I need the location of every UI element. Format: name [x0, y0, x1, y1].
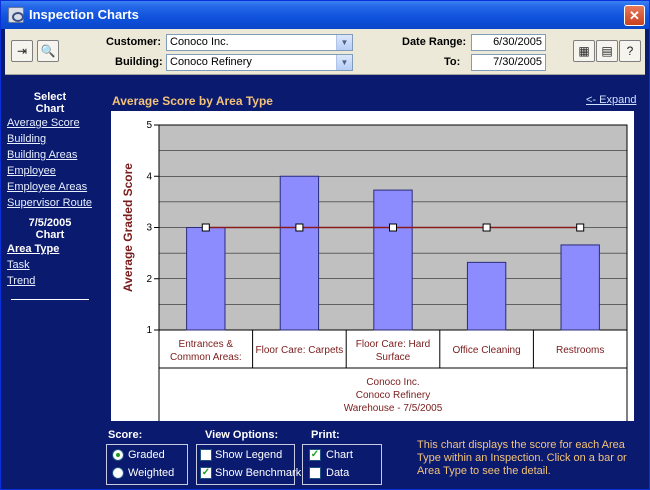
- print-chart-label: Chart: [326, 449, 353, 461]
- y-tick-label: 5: [146, 120, 152, 131]
- category-label-4[interactable]: Office Cleaning: [452, 345, 520, 356]
- weighted-label: Weighted: [128, 467, 175, 479]
- close-button[interactable]: ✕: [624, 5, 645, 26]
- report-icon[interactable]: ▤: [596, 40, 618, 62]
- category-label-5[interactable]: Restrooms: [556, 345, 604, 356]
- sidebar: Select Chart Average Score Building Buil…: [7, 91, 93, 300]
- window-title: Inspection Charts: [29, 7, 139, 22]
- bar-chart[interactable]: 1 2 3 4 5 Average Graded Score Entrances & Comm…: [111, 111, 634, 421]
- print-data-checkbox[interactable]: [309, 467, 321, 479]
- category-label-1[interactable]: Entrances &: [179, 339, 234, 350]
- benchmark-marker: [576, 223, 585, 232]
- building-value: Conoco Refinery: [170, 56, 252, 68]
- select-heading-line1: Select: [33, 91, 67, 103]
- help-icon[interactable]: ?: [619, 40, 641, 62]
- benchmark-marker: [389, 223, 397, 232]
- chevron-down-icon[interactable]: ▼: [336, 35, 352, 50]
- date-to-field[interactable]: 7/30/2005: [471, 54, 546, 71]
- date-range-label: Date Range:: [402, 36, 467, 48]
- select-heading-line2: Chart: [35, 103, 65, 115]
- help-text: This chart displays the score for each A…: [417, 439, 627, 477]
- show-legend-label: Show Legend: [215, 449, 283, 461]
- exit-icon[interactable]: ⇥: [11, 40, 33, 62]
- show-benchmark-checkbox[interactable]: ✓: [200, 467, 212, 479]
- group-label: Warehouse - 7/5/2005: [344, 403, 443, 414]
- building-select[interactable]: Conoco Refinery ▼: [166, 54, 353, 71]
- group-label: Conoco Inc.: [366, 377, 419, 388]
- date-from-field[interactable]: 6/30/2005: [471, 34, 546, 51]
- category-label-2[interactable]: Floor Care: Carpets: [255, 345, 343, 356]
- chart-panel: 1 2 3 4 5 Average Graded Score Entrances & Comm…: [111, 111, 634, 421]
- benchmark-marker: [295, 223, 304, 232]
- export-icon[interactable]: ▦: [573, 40, 595, 62]
- benchmark-marker: [201, 223, 210, 232]
- bar-3[interactable]: [373, 189, 413, 331]
- graded-label: Graded: [128, 449, 165, 461]
- customer-select[interactable]: Conoco Inc. ▼: [166, 34, 353, 51]
- sidebar-link-employee[interactable]: Employee: [7, 165, 56, 177]
- title-bar: Inspection Charts ✕: [1, 1, 649, 29]
- print-group: [302, 444, 382, 485]
- y-axis-label: Average Graded Score: [121, 163, 135, 292]
- sidebar-link-average-score[interactable]: Average Score: [7, 117, 80, 129]
- chevron-down-icon[interactable]: ▼: [336, 55, 352, 70]
- chart-title: Average Score by Area Type: [112, 94, 273, 108]
- category-label-3[interactable]: Floor Care: Hard: [356, 339, 430, 350]
- y-tick-label: 3: [146, 223, 152, 234]
- bar-2[interactable]: [279, 175, 320, 331]
- sidebar-link-employee-areas[interactable]: Employee Areas: [7, 181, 88, 193]
- view-options-group: [196, 444, 295, 485]
- sidebar-link-trend[interactable]: Trend: [7, 275, 36, 287]
- sidebar-link-task[interactable]: Task: [7, 259, 30, 271]
- group-label: Conoco Refinery: [356, 390, 430, 401]
- date-chart-heading: 7/5/2005 Chart: [7, 217, 93, 241]
- graded-radio[interactable]: [112, 449, 124, 461]
- expand-link[interactable]: <- Expand: [586, 94, 637, 106]
- show-legend-checkbox[interactable]: [200, 449, 212, 461]
- print-chart-checkbox[interactable]: ✓: [309, 449, 321, 461]
- y-tick-label: 1: [146, 325, 152, 336]
- bar-1[interactable]: [186, 227, 226, 331]
- preview-icon[interactable]: 🔍: [37, 40, 59, 62]
- print-data-label: Data: [326, 467, 350, 479]
- sidebar-divider: [11, 299, 89, 300]
- view-options-label: View Options:: [205, 429, 279, 441]
- benchmark-marker: [482, 223, 491, 232]
- sidebar-link-supervisor-route[interactable]: Supervisor Route: [7, 197, 92, 209]
- customer-value: Conoco Inc.: [170, 36, 229, 48]
- date-heading: 7/5/2005: [28, 217, 72, 229]
- bar-5[interactable]: [560, 244, 600, 331]
- score-label: Score:: [108, 429, 143, 441]
- to-label: To:: [444, 56, 461, 68]
- customer-label: Customer:: [106, 36, 162, 48]
- sidebar-link-area-type[interactable]: Area Type: [7, 243, 60, 255]
- score-group: [106, 444, 188, 485]
- show-benchmark-label: Show Benchmark: [215, 467, 302, 479]
- bar-4[interactable]: [466, 261, 507, 331]
- weighted-radio[interactable]: [112, 467, 124, 479]
- toolbar: ⇥ 🔍 Customer: Conoco Inc. ▼ Building: Co…: [5, 29, 645, 75]
- app-icon: [8, 7, 24, 23]
- select-heading: Select Chart: [7, 91, 93, 115]
- sidebar-link-building-areas[interactable]: Building Areas: [7, 149, 78, 161]
- category-label-3[interactable]: Surface: [376, 352, 411, 363]
- chart-heading: Chart: [35, 229, 65, 241]
- sidebar-link-building[interactable]: Building: [7, 133, 47, 145]
- building-label: Building:: [115, 56, 163, 68]
- print-label: Print:: [311, 429, 340, 441]
- category-label-1[interactable]: Common Areas:: [170, 352, 242, 363]
- y-tick-label: 2: [146, 274, 152, 285]
- y-tick-label: 4: [146, 171, 152, 182]
